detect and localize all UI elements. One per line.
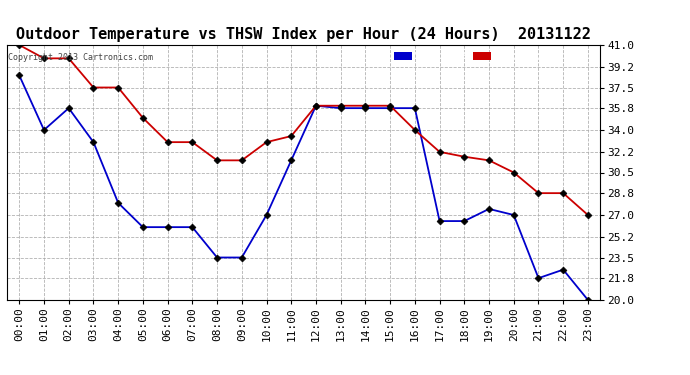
Legend: THSW  (°F), Temperature  (°F): THSW (°F), Temperature (°F) (392, 50, 595, 64)
Text: Copyright 2013 Cartronics.com: Copyright 2013 Cartronics.com (8, 53, 153, 62)
Title: Outdoor Temperature vs THSW Index per Hour (24 Hours)  20131122: Outdoor Temperature vs THSW Index per Ho… (16, 27, 591, 42)
